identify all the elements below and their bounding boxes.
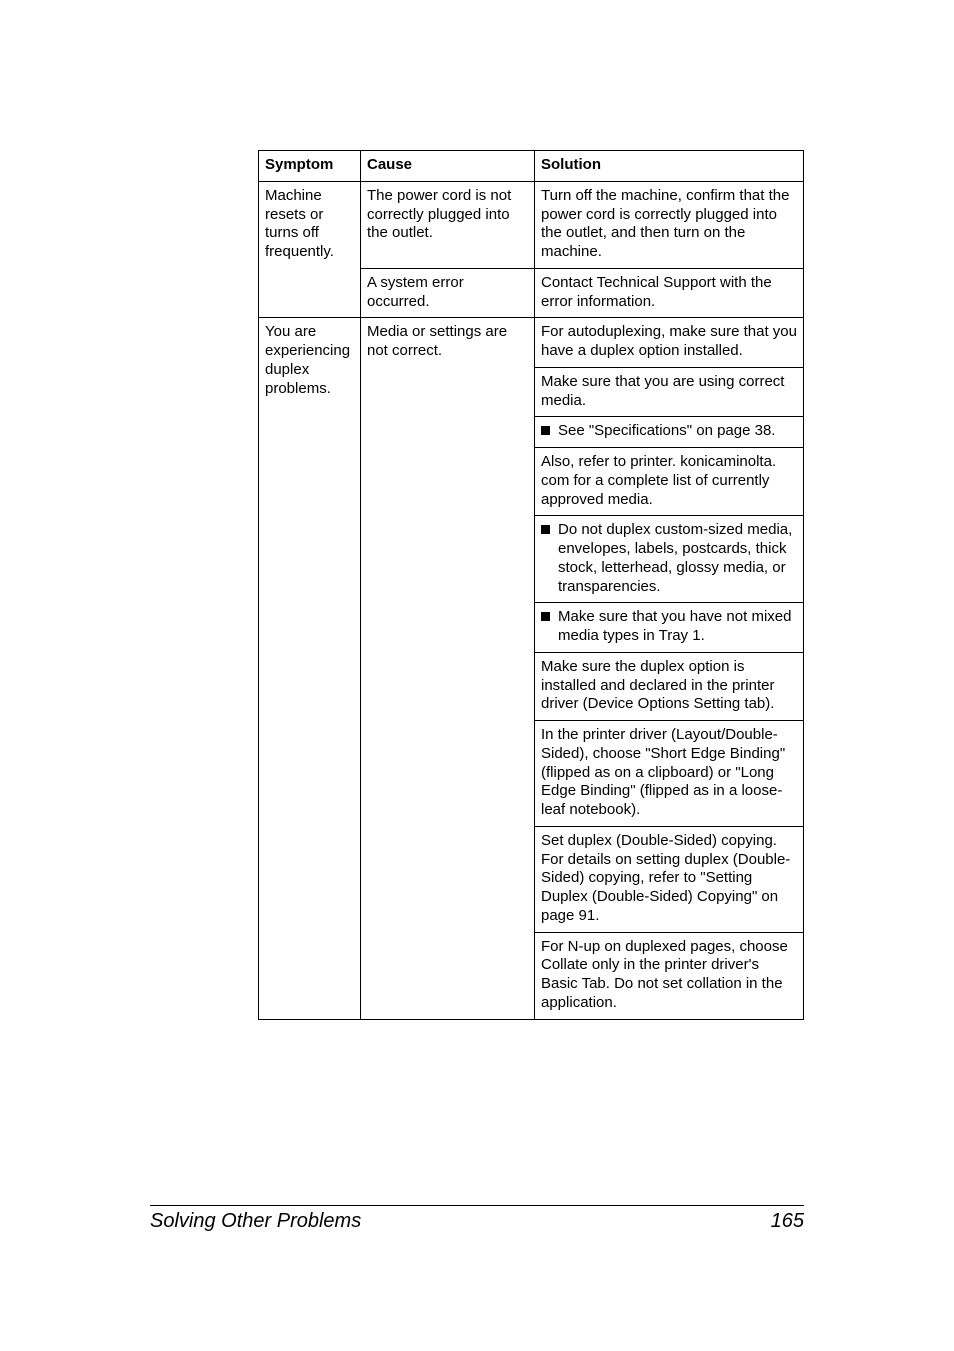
footer-content: Solving Other Problems 165 bbox=[150, 1205, 804, 1233]
bullet-item: Make sure that you have not mixed bbox=[541, 608, 797, 627]
bullet-text: Make sure that you have not mixed bbox=[558, 608, 797, 627]
cause-cell: A system error occurred. bbox=[361, 268, 535, 318]
solution-cell: In the printer driver (Layout/Double-Sid… bbox=[535, 721, 804, 827]
solution-cell: For N-up on duplexed pages, choose Colla… bbox=[535, 932, 804, 1019]
table-row: Machine resets or turns off frequently. … bbox=[259, 181, 804, 268]
solution-cell: Do not duplex custom-sized media, envelo… bbox=[535, 516, 804, 603]
bullet-continuation: envelopes, labels, postcards, thick stoc… bbox=[541, 540, 797, 596]
troubleshooting-table: Symptom Cause Solution Machine resets or… bbox=[258, 150, 804, 1020]
symptom-cell: You are experiencing duplex problems. bbox=[259, 318, 361, 1019]
document-page: Symptom Cause Solution Machine resets or… bbox=[0, 0, 954, 1020]
square-bullet-icon bbox=[541, 612, 550, 621]
header-symptom: Symptom bbox=[259, 151, 361, 182]
solution-cell: Turn off the machine, confirm that the p… bbox=[535, 181, 804, 268]
cause-cell: Media or settings are not correct. bbox=[361, 318, 535, 1019]
bullet-text: See "Specifications" on page 38. bbox=[558, 422, 797, 441]
table-row: You are experiencing duplex problems. Me… bbox=[259, 318, 804, 368]
symptom-cell: Machine resets or turns off frequently. bbox=[259, 181, 361, 318]
table-header: Symptom Cause Solution bbox=[259, 151, 804, 182]
solution-cell: Make sure the duplex option is installed… bbox=[535, 652, 804, 720]
page-footer: Solving Other Problems 165 bbox=[0, 1205, 954, 1233]
square-bullet-icon bbox=[541, 525, 550, 534]
solution-cell: Also, refer to printer. konicaminolta. c… bbox=[535, 448, 804, 516]
solution-cell: See "Specifications" on page 38. bbox=[535, 417, 804, 448]
bullet-text: Do not duplex custom-sized media, bbox=[558, 521, 797, 540]
solution-cell: Contact Technical Support with the error… bbox=[535, 268, 804, 318]
bullet-continuation: media types in Tray 1. bbox=[541, 627, 797, 646]
cause-cell: The power cord is not correctly plugged … bbox=[361, 181, 535, 268]
bullet-item: See "Specifications" on page 38. bbox=[541, 422, 797, 441]
solution-cell: For autoduplexing, make sure that you ha… bbox=[535, 318, 804, 368]
footer-section-title: Solving Other Problems bbox=[150, 1210, 361, 1233]
square-bullet-icon bbox=[541, 426, 550, 435]
solution-cell: Set duplex (Double-Sided) copying. For d… bbox=[535, 826, 804, 932]
header-solution: Solution bbox=[535, 151, 804, 182]
footer-page-number: 165 bbox=[771, 1210, 804, 1233]
header-cause: Cause bbox=[361, 151, 535, 182]
solution-cell: Make sure that you have not mixed media … bbox=[535, 603, 804, 653]
bullet-item: Do not duplex custom-sized media, bbox=[541, 521, 797, 540]
solution-cell: Make sure that you are using correct med… bbox=[535, 367, 804, 417]
